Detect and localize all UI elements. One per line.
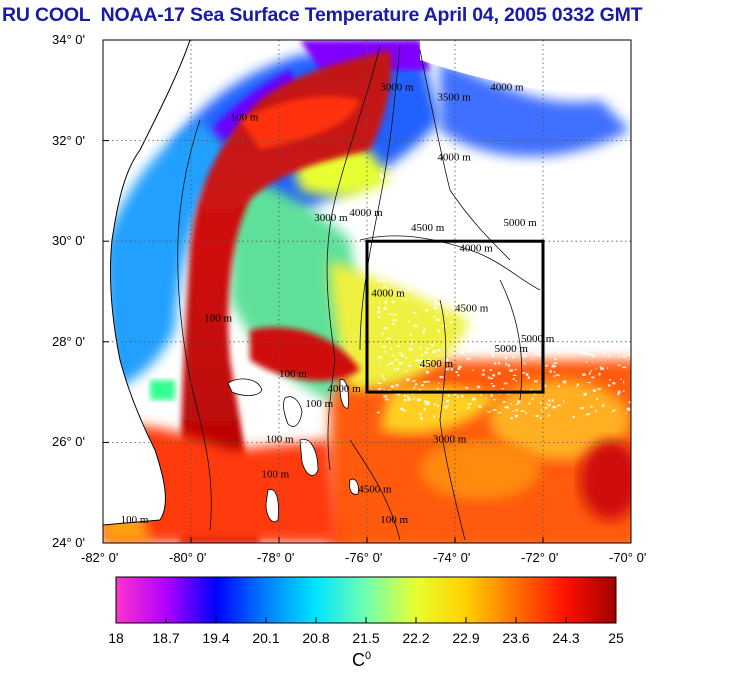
colorbar-tick-label: 25 [608,630,624,646]
contour-label: 5000 m [495,343,529,355]
bathymetry-contours [177,44,541,541]
lon-tick-label: -78° 0' [257,550,295,565]
map-title: RU COOL NOAA-17 Sea Surface Temperature … [2,4,643,26]
contour-label: 4000 m [459,242,493,254]
lat-tick-label: 28° 0' [52,333,85,349]
contour-label: 4500 m [420,358,454,370]
lon-tick-label: -70° 0' [609,550,647,565]
colorbar-tick-label: 22.9 [452,630,480,646]
contour-label: 100 m [121,514,149,526]
contour-label: 3000 m [433,433,467,445]
colorbar-units: C0 [352,650,371,671]
colorbar-tick-label: 24.3 [552,630,580,646]
colorbar-tick-label: 18 [108,630,124,646]
contour-label: 5000 m [521,333,555,345]
contour-label: 100 m [380,514,408,526]
contour-label: 3500 m [437,91,471,103]
colorbar-tick-label: 18.7 [152,630,180,646]
contour-label: 4500 m [411,222,445,234]
contour-label: 100 m [231,111,259,123]
lon-tick-label: -74° 0' [433,550,471,565]
colorbar-tick-label: 23.6 [502,630,530,646]
colorbar-tick-label: 21.5 [352,630,380,646]
lon-tick-label: -80° 0' [169,550,207,565]
contour-label: 100 m [305,398,333,410]
contour-label: 4500 m [455,303,489,315]
units-text: C [352,650,365,670]
lon-tick-label: -76° 0' [345,550,383,565]
lat-lon-grid [103,40,631,543]
contour-label: 100 m [204,313,232,325]
lon-tick-label: -82° 0' [81,550,119,565]
lat-tick-label: 34° 0' [52,32,85,47]
lat-tick-label: 30° 0' [52,233,85,249]
study-area-box [365,239,545,394]
contour-label: 3000 m [314,212,348,224]
contour-label: 4000 m [371,288,405,300]
contour-label: 5000 m [503,217,537,229]
lat-tick-label: 26° 0' [52,434,85,450]
contour-label: 3000 m [380,81,414,93]
colorbar-tick-label: 22.2 [402,630,430,646]
contour-label: 100 m [261,469,289,481]
contour-label: 100 m [266,433,294,445]
colorbar-tick-label: 19.4 [202,630,230,646]
lon-tick-label: -72° 0' [521,550,559,565]
colorbar-tick-label: 20.1 [252,630,280,646]
contour-label: 4000 m [437,152,471,164]
colorbar-tick-label: 20.8 [302,630,330,646]
contour-label: 4000 m [349,207,383,219]
contour-label: 4000 m [490,81,524,93]
contour-label: 4000 m [327,383,361,395]
contour-label: 4500 m [358,484,392,496]
units-superscript: 0 [365,650,372,662]
lat-tick-label: 32° 0' [52,132,85,148]
colorbar [115,576,617,624]
lat-tick-label: 24° 0' [52,535,85,550]
contour-label: 100 m [279,368,307,380]
